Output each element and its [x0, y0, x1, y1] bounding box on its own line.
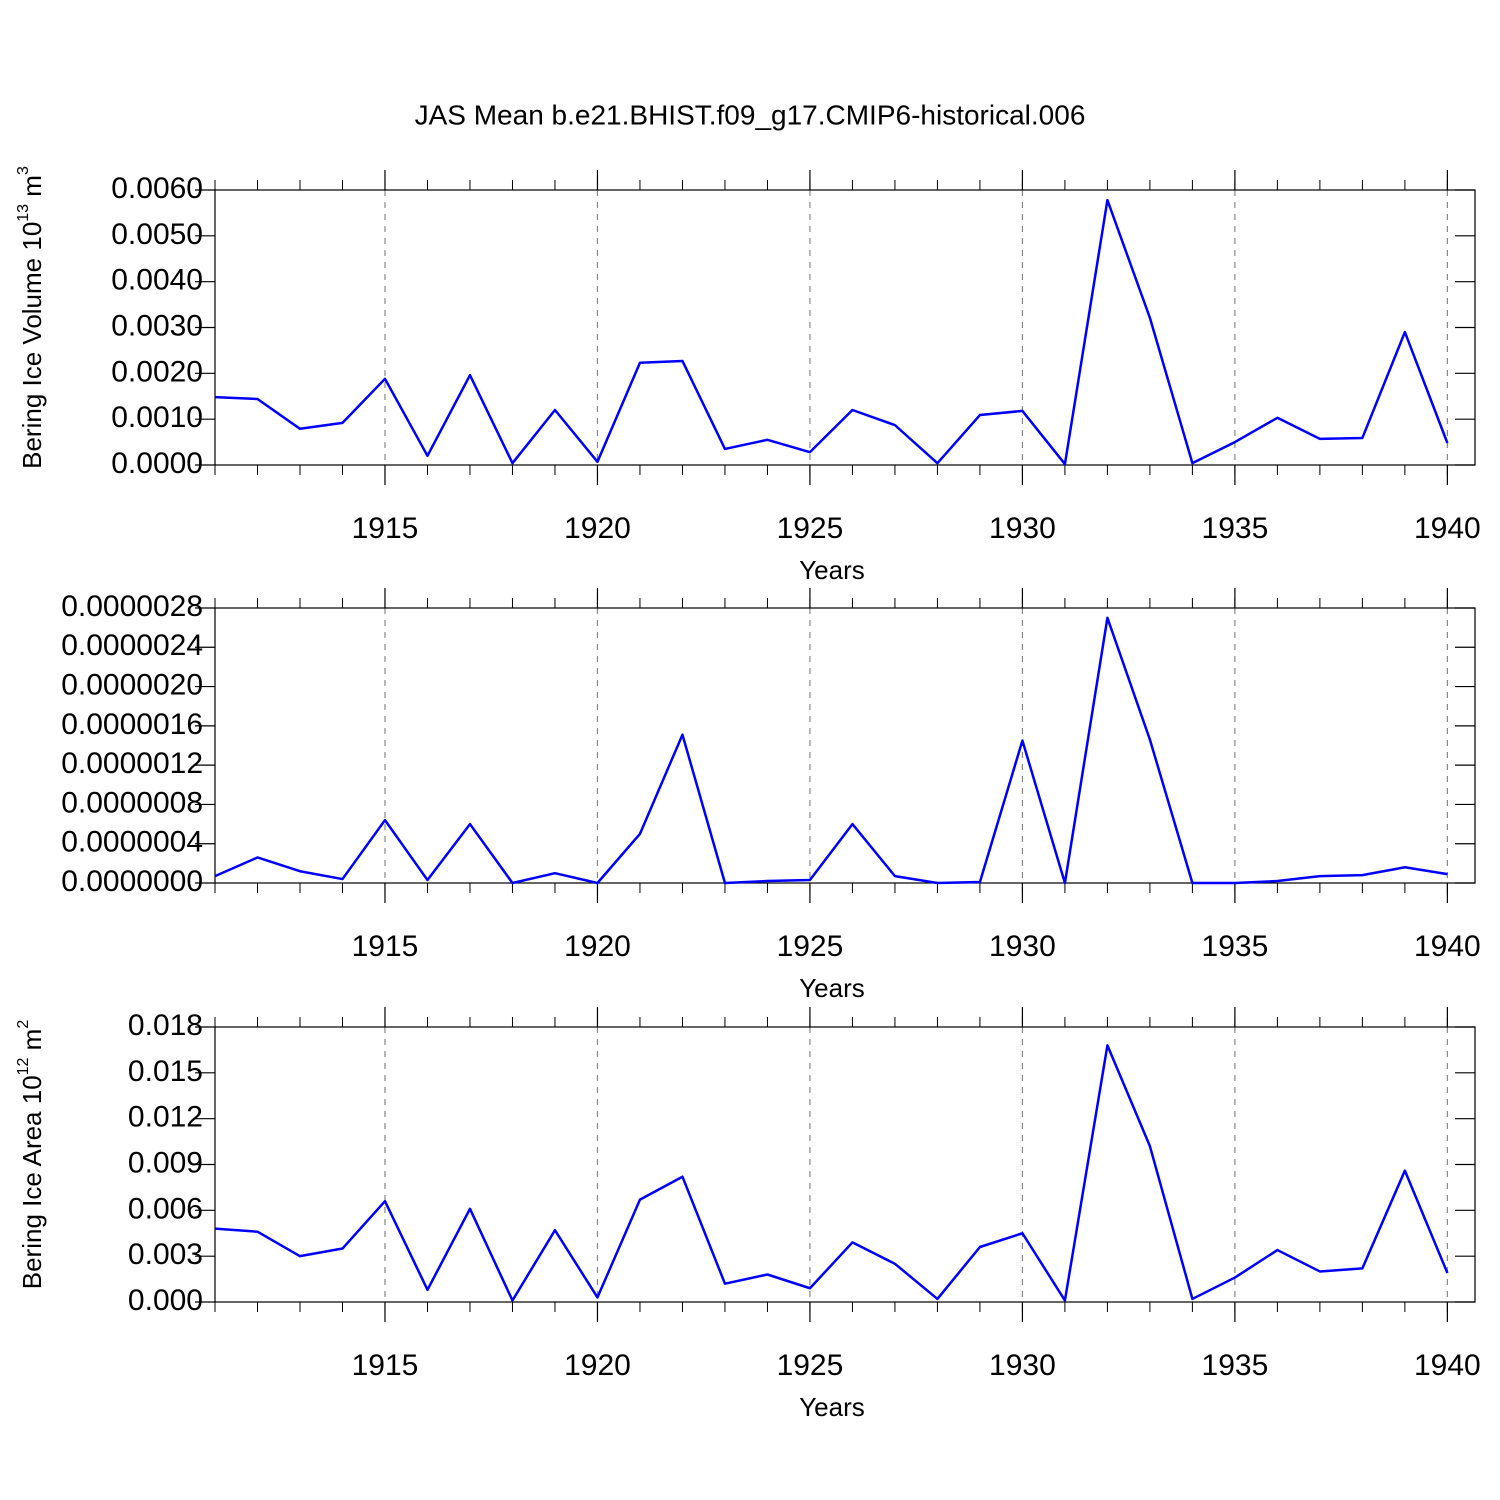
- x-tick-label: 1920: [564, 1349, 631, 1382]
- y-tick-label: 0.0000012: [61, 747, 203, 780]
- x-tick-label: 1940: [1414, 1349, 1481, 1382]
- x-tick-label: 1935: [1202, 930, 1269, 963]
- x-tick-label: 1915: [352, 1349, 419, 1382]
- y-tick-label: 0.0000: [111, 447, 203, 480]
- y-axis-label-text: Bering Ice Area 10: [17, 1075, 47, 1289]
- y-tick-label: 0.0030: [111, 309, 203, 342]
- y-tick-label: 0.003: [128, 1238, 203, 1271]
- y-axis-label-exponent: 13: [15, 204, 32, 222]
- y-tick-label: 0.0000024: [61, 629, 203, 662]
- x-tick-label: 1930: [989, 930, 1056, 963]
- x-axis-label: Years: [799, 973, 865, 1003]
- x-tick-label: 1940: [1414, 512, 1481, 545]
- x-tick-label: 1925: [777, 512, 844, 545]
- x-tick-label: 1920: [564, 512, 631, 545]
- x-tick-label: 1930: [989, 512, 1056, 545]
- chart-title: JAS Mean b.e21.BHIST.f09_g17.CMIP6-histo…: [415, 99, 1086, 130]
- y-tick-label: 0.0050: [111, 218, 203, 251]
- y-tick-label: 0.0060: [111, 172, 203, 205]
- y-tick-label: 0.0000008: [61, 786, 203, 819]
- plot-frame: [214, 607, 1476, 884]
- x-tick-label: 1940: [1414, 930, 1481, 963]
- y-axis-label-text: m: [17, 175, 47, 204]
- y-tick-label: 0.0000028: [61, 590, 203, 623]
- y-tick-label: 0.018: [128, 1009, 203, 1042]
- x-axis-label: Years: [799, 1392, 865, 1422]
- y-axis-label: Bering Ice Area 1012 m2: [15, 1020, 47, 1290]
- x-tick-label: 1935: [1202, 512, 1269, 545]
- y-tick-label: 0.0010: [111, 401, 203, 434]
- y-tick-label: 0.015: [128, 1055, 203, 1088]
- x-tick-label: 1920: [564, 930, 631, 963]
- x-tick-label: 1915: [352, 512, 419, 545]
- x-tick-label: 1915: [352, 930, 419, 963]
- y-axis-label: Bering Ice Volume 1013 m3: [15, 166, 47, 469]
- y-tick-label: 0.0020: [111, 355, 203, 388]
- y-axis-label-text: Bering Ice Volume 10: [17, 222, 47, 469]
- y-axis-label-exponent: 3: [15, 166, 32, 175]
- y-tick-label: 0.0000020: [61, 668, 203, 701]
- y-tick-label: 0.009: [128, 1146, 203, 1179]
- y-tick-label: 0.0000000: [61, 865, 203, 898]
- x-tick-label: 1935: [1202, 1349, 1269, 1382]
- y-tick-label: 0.012: [128, 1101, 203, 1134]
- data-line: [214, 1044, 1449, 1302]
- x-tick-label: 1925: [777, 1349, 844, 1382]
- y-axis-label-exponent: 12: [15, 1057, 32, 1075]
- y-tick-label: 0.006: [128, 1192, 203, 1225]
- y-tick-label: 0.0000004: [61, 826, 203, 859]
- data-line: [214, 616, 1448, 885]
- y-tick-label: 0.0040: [111, 264, 203, 297]
- x-tick-label: 1930: [989, 1349, 1056, 1382]
- x-axis-label: Years: [799, 555, 865, 585]
- y-axis-label-text: m: [17, 1029, 47, 1058]
- data-line: [214, 198, 1449, 466]
- plot-frame: [214, 1026, 1476, 1303]
- y-tick-label: 0.0000016: [61, 708, 203, 741]
- plot-frame: [214, 189, 1476, 466]
- y-axis-label-exponent: 2: [15, 1020, 32, 1029]
- y-tick-label: 0.000: [128, 1284, 203, 1317]
- x-tick-label: 1925: [777, 930, 844, 963]
